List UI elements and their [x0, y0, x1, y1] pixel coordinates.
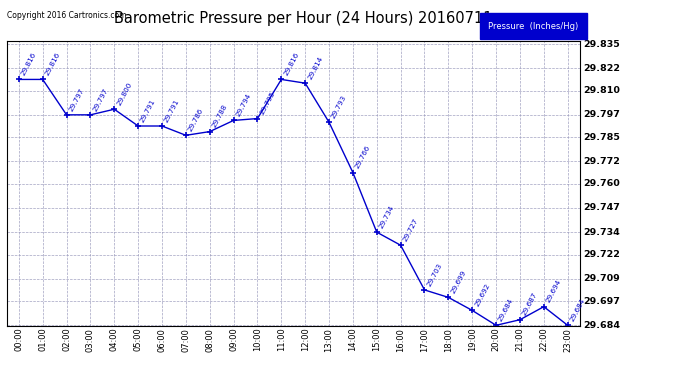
- Text: 29.722: 29.722: [583, 250, 620, 259]
- Text: 29.760: 29.760: [583, 179, 620, 188]
- Text: 29.797: 29.797: [68, 87, 85, 112]
- Text: 29.793: 29.793: [331, 94, 348, 120]
- Text: 29.747: 29.747: [583, 204, 620, 213]
- Text: 29.694: 29.694: [545, 279, 562, 304]
- Text: 29.791: 29.791: [164, 98, 181, 123]
- Text: 29.785: 29.785: [583, 133, 620, 142]
- Text: 29.816: 29.816: [283, 51, 300, 76]
- Text: 29.797: 29.797: [92, 87, 109, 112]
- Text: 29.795: 29.795: [259, 90, 276, 116]
- Text: 29.727: 29.727: [402, 217, 420, 243]
- Text: 29.684: 29.684: [583, 321, 620, 330]
- Text: 29.835: 29.835: [583, 39, 620, 48]
- Text: 29.734: 29.734: [583, 228, 620, 237]
- Text: 29.699: 29.699: [450, 269, 467, 295]
- Text: 29.814: 29.814: [306, 55, 324, 80]
- Text: Barometric Pressure per Hour (24 Hours) 20160711: Barometric Pressure per Hour (24 Hours) …: [115, 11, 493, 26]
- Text: 29.791: 29.791: [139, 98, 157, 123]
- Text: 29.800: 29.800: [116, 81, 133, 106]
- Text: Pressure  (Inches/Hg): Pressure (Inches/Hg): [488, 22, 578, 31]
- Text: 29.772: 29.772: [583, 157, 620, 166]
- Text: 29.816: 29.816: [44, 51, 61, 76]
- Text: 29.788: 29.788: [211, 104, 228, 129]
- Text: 29.692: 29.692: [473, 282, 491, 308]
- Text: 29.822: 29.822: [583, 64, 620, 73]
- Text: 29.734: 29.734: [378, 204, 395, 230]
- Text: 29.816: 29.816: [20, 51, 37, 76]
- Text: 29.766: 29.766: [354, 145, 371, 170]
- Text: 29.684: 29.684: [497, 297, 515, 322]
- Text: 29.794: 29.794: [235, 92, 252, 118]
- Text: 29.697: 29.697: [583, 297, 620, 306]
- Text: 29.709: 29.709: [583, 274, 620, 283]
- Text: 29.797: 29.797: [583, 110, 620, 119]
- Text: Copyright 2016 Cartronics.com: Copyright 2016 Cartronics.com: [7, 11, 126, 20]
- Text: 29.687: 29.687: [522, 292, 538, 317]
- Text: 29.703: 29.703: [426, 262, 443, 287]
- Text: 29.810: 29.810: [583, 86, 620, 95]
- Text: 29.786: 29.786: [187, 107, 204, 132]
- Text: 29.684: 29.684: [569, 297, 586, 322]
